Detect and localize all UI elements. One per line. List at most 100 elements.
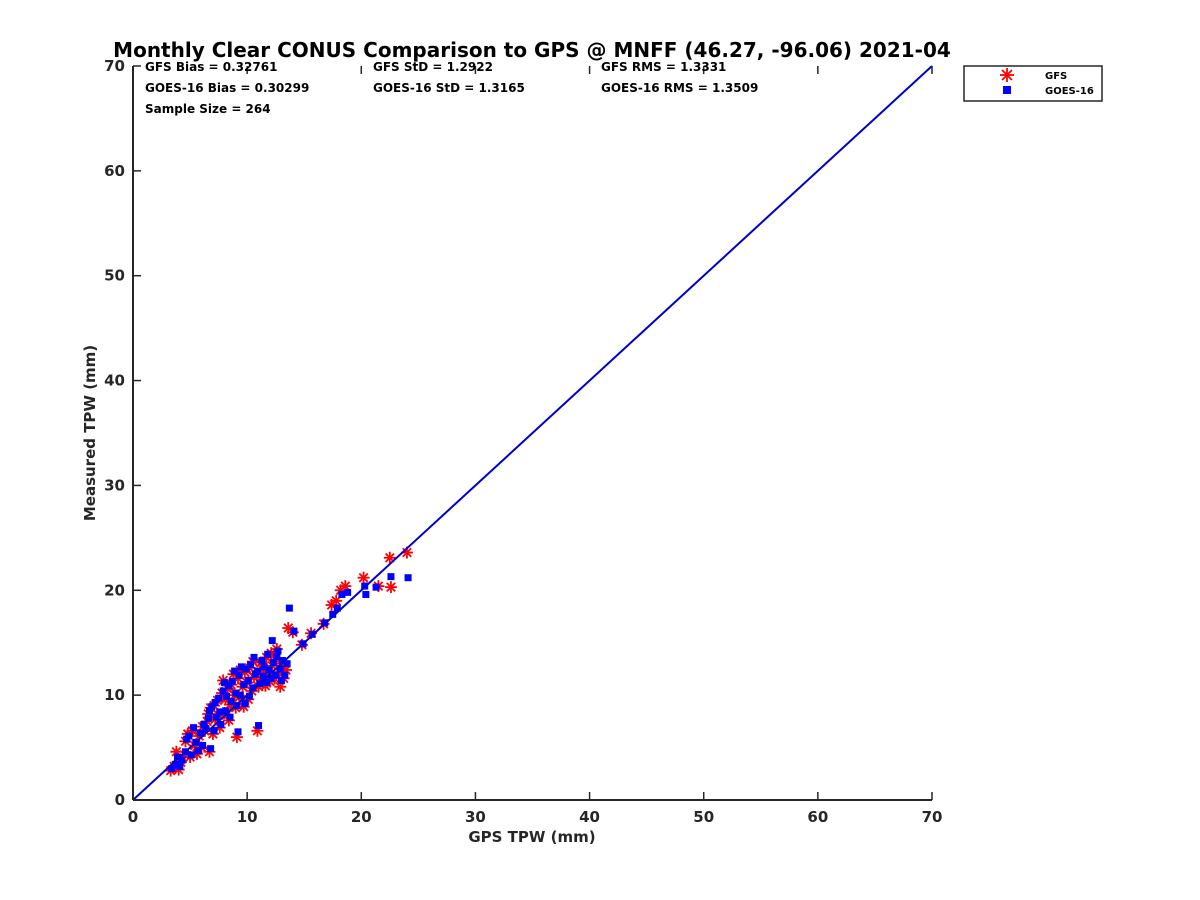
- goes16-point: [279, 657, 287, 665]
- asterisk-stroke: [358, 572, 369, 583]
- goes16-point: [269, 659, 277, 667]
- y-tick-label: 60: [104, 162, 125, 180]
- goes16-point: [277, 676, 285, 684]
- chart-title: Monthly Clear CONUS Comparison to GPS @ …: [113, 38, 951, 62]
- goes16-point: [250, 653, 258, 661]
- goes16-point: [333, 604, 341, 612]
- goes16-point: [285, 604, 293, 612]
- y-tick-label: 40: [104, 372, 125, 390]
- x-tick-label: 50: [693, 808, 714, 826]
- asterisk-stroke: [283, 623, 294, 633]
- stat-goes-bias: GOES-16 Bias = 0.30299: [145, 81, 309, 95]
- goes16-point: [227, 697, 235, 705]
- goes16-point: [199, 741, 207, 749]
- y-tick-label: 70: [104, 57, 125, 75]
- gfs-point: [384, 581, 397, 594]
- goes16-point: [185, 732, 193, 740]
- legend-asterisk: [1000, 68, 1014, 82]
- x-tick-label: 70: [922, 808, 943, 826]
- goes16-point: [249, 684, 257, 692]
- goes16-point: [244, 676, 252, 684]
- legend-box: [963, 65, 1103, 102]
- stat-gfs-rms: GFS RMS = 1.3331: [601, 60, 726, 74]
- goes16-point: [263, 679, 271, 687]
- goes16-point: [276, 665, 284, 673]
- goes16-point: [176, 762, 184, 770]
- stat-gfs-bias: GFS Bias = 0.32761: [145, 60, 277, 74]
- x-tick-label: 30: [465, 808, 486, 826]
- goes16-point: [226, 713, 234, 721]
- y-tick-label: 20: [104, 581, 125, 599]
- legend: GFS GOES-16: [963, 65, 1103, 102]
- legend-goes16-marker: [1003, 86, 1011, 94]
- x-tick-label: 10: [237, 808, 258, 826]
- y-tick-label: 0: [115, 791, 125, 809]
- goes16-point: [268, 637, 276, 645]
- stat-gfs-std: GFS StD = 1.2922: [373, 60, 493, 74]
- x-tick-label: 0: [128, 808, 138, 826]
- goes16-point: [202, 725, 210, 733]
- goes16-point: [223, 692, 231, 700]
- asterisk-stroke: [386, 582, 396, 593]
- y-tick-label: 30: [104, 476, 125, 494]
- goes16-point: [174, 753, 182, 761]
- goes16-point: [231, 667, 239, 675]
- goes16-point: [232, 689, 240, 697]
- goes16-point: [220, 679, 228, 687]
- y-axis-label: Measured TPW (mm): [81, 345, 99, 521]
- goes16-point: [234, 728, 242, 736]
- legend-gfs-marker: [1000, 68, 1014, 82]
- goes16-point: [344, 588, 352, 596]
- goes16-point: [217, 721, 225, 729]
- goes16-point: [207, 745, 215, 753]
- legend-gfs-label: GFS: [1045, 71, 1067, 82]
- goes16-point: [240, 681, 248, 689]
- goes16-point: [264, 650, 272, 658]
- gfs-point: [357, 571, 370, 584]
- goes16-point: [273, 652, 281, 660]
- goes16-point: [258, 657, 266, 665]
- goes16-point: [178, 756, 186, 764]
- goes16-point: [387, 573, 395, 581]
- goes16-point: [283, 660, 291, 668]
- stat-goes-rms: GOES-16 RMS = 1.3509: [601, 81, 758, 95]
- goes16-point: [236, 691, 244, 699]
- goes16-point: [212, 713, 220, 721]
- goes16-point: [221, 707, 229, 715]
- goes16-point: [235, 671, 243, 679]
- goes16-point: [205, 707, 213, 715]
- goes16-point: [253, 667, 261, 675]
- goes16-point: [290, 627, 298, 635]
- x-tick-label: 20: [351, 808, 372, 826]
- goes16-point: [210, 727, 218, 735]
- goes16-point: [204, 714, 212, 722]
- y-tick-label: 50: [104, 267, 125, 285]
- goes16-point: [362, 590, 370, 598]
- goes16-point: [211, 698, 219, 706]
- y-tick-label: 10: [104, 686, 125, 704]
- goes16-point: [219, 687, 227, 695]
- one-to-one-line: [132, 65, 933, 801]
- goes16-point: [187, 751, 195, 759]
- goes16-point: [338, 590, 346, 598]
- goes16-point: [255, 722, 263, 730]
- goes16-point: [196, 729, 204, 737]
- goes16-point: [260, 663, 268, 671]
- stat-sample-size: Sample Size = 264: [145, 102, 271, 116]
- plot-area: 0 10 20 30 40 50 60 70 0 10 20 30 40 50 60 70: [104, 57, 942, 826]
- goes16-point: [168, 765, 176, 773]
- goes16-point: [272, 671, 280, 679]
- goes16-point: [281, 671, 289, 679]
- goes16-point: [329, 610, 337, 618]
- x-tick-label: 40: [579, 808, 600, 826]
- goes16-point: [216, 708, 224, 716]
- axis-ticks: 0 10 20 30 40 50 60 70 0 10 20 30 40 50 60 70: [104, 57, 942, 826]
- goes16-point: [267, 674, 275, 682]
- goes16-point: [189, 724, 197, 732]
- goes16-point: [208, 703, 216, 711]
- x-tick-label: 60: [807, 808, 828, 826]
- x-axis-label: GPS TPW (mm): [468, 828, 595, 846]
- legend-goes16-label: GOES-16: [1045, 86, 1094, 97]
- goes16-point: [245, 692, 253, 700]
